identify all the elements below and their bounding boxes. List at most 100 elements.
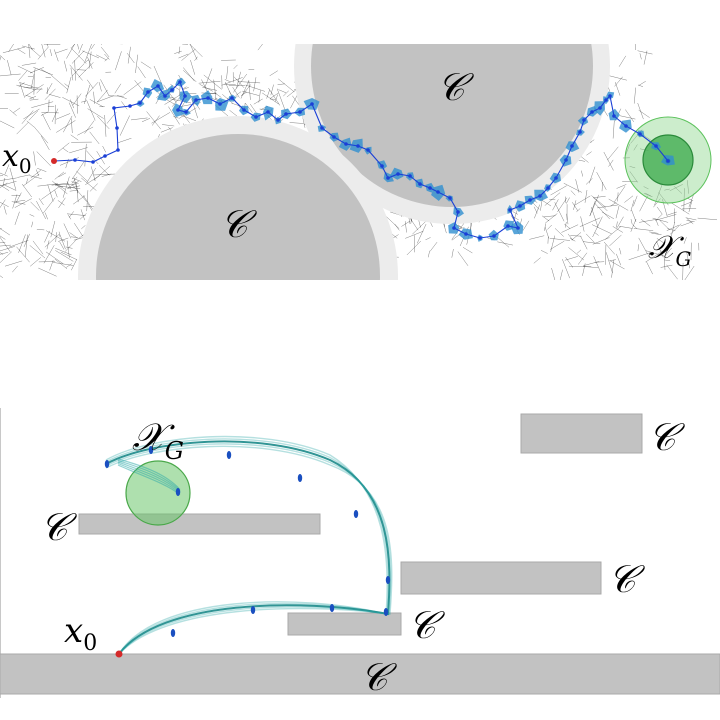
tree-edge: [48, 34, 53, 37]
path-node: [178, 80, 182, 84]
tree-edge: [16, 246, 30, 263]
path-node: [218, 102, 222, 106]
tree-edge: [0, 235, 6, 240]
tree-edge: [457, 224, 463, 229]
tree-edge: [101, 46, 110, 58]
path-node: [456, 210, 460, 214]
tree-edge: [140, 61, 152, 69]
start-point: [51, 158, 57, 164]
path-node: [184, 110, 188, 114]
tree-edge: [54, 258, 68, 269]
tree-edge: [37, 183, 58, 187]
path-node: [428, 186, 432, 190]
tree-edge: [633, 87, 636, 104]
tree-edge: [89, 183, 98, 192]
tree-edge: [0, 120, 15, 129]
tree-edge: [586, 151, 592, 156]
trajectory-marker: [353, 510, 359, 518]
path-node: [163, 94, 167, 98]
tree-edge: [576, 249, 582, 254]
tree-edge: [581, 170, 584, 177]
tree-edge: [58, 8, 64, 23]
tree-edge: [49, 49, 53, 57]
tree-edge: [566, 213, 569, 225]
tree-edge: [114, 83, 122, 94]
tree-edge: [276, 88, 286, 110]
tree-edge: [645, 192, 653, 198]
tree-edge: [165, 14, 178, 24]
tree-edge: [119, 115, 130, 136]
path-node: [380, 164, 384, 168]
tree-edge: [102, 145, 107, 153]
tree-edge: [73, 222, 84, 237]
tree-edge: [29, 175, 42, 179]
tree-edge: [266, 89, 270, 99]
tree-edge: [591, 195, 607, 208]
tree-edge: [181, 48, 196, 61]
tree-edge: [588, 166, 596, 184]
tree-edge: [18, 234, 26, 253]
tree-edge: [178, 53, 189, 59]
tree-edge: [59, 234, 66, 250]
tree-edge: [33, 66, 54, 76]
tree-edge: [50, 75, 69, 90]
tree-edge: [24, 234, 28, 258]
tree-edge: [618, 55, 627, 67]
tree-edge: [29, 245, 46, 259]
tree-edge: [14, 211, 20, 225]
tree-edge: [669, 184, 683, 192]
tree-edge: [36, 229, 45, 231]
tree-edge: [566, 197, 570, 204]
tree-edge: [633, 144, 638, 151]
tree-edge: [224, 79, 231, 83]
tree-edge: [88, 51, 92, 69]
tree-edge: [44, 88, 56, 100]
tree-edge: [638, 84, 644, 88]
start-subscript: 0: [19, 154, 32, 178]
tree-edge: [697, 217, 718, 221]
tree-edge: [83, 84, 91, 105]
tree-edge: [385, 216, 400, 229]
tree-edge: [43, 197, 56, 214]
tree-edge: [104, 53, 110, 60]
tree-edge: [172, 29, 193, 39]
tree-edge: [673, 185, 683, 194]
tree-edge: [26, 178, 29, 184]
path-node: [356, 144, 360, 148]
tree-edge: [667, 211, 677, 216]
path-node: [276, 118, 280, 122]
tree-edge: [630, 219, 633, 225]
tree-edge: [0, 252, 4, 255]
path-node: [518, 204, 522, 208]
tree-edge: [664, 188, 670, 191]
top-panel: 𝒞 𝒞 x0 𝒳G: [0, 8, 718, 280]
tree-edge: [42, 113, 51, 131]
tree-edge: [71, 44, 76, 49]
path-node: [578, 130, 582, 134]
tree-edge: [0, 246, 15, 252]
tree-edge: [63, 60, 68, 72]
tree-edge: [597, 204, 618, 209]
path-node: [115, 126, 119, 130]
tree-edge: [30, 201, 40, 211]
tree-edge: [70, 236, 79, 238]
tree-edge: [135, 54, 139, 74]
tree-edge: [651, 232, 662, 236]
trajectory-sample: [105, 445, 393, 655]
tree-edge: [633, 228, 654, 231]
tree-edge: [161, 124, 175, 127]
path-node: [242, 108, 246, 112]
tree-edge: [54, 171, 65, 180]
obstacle-lower: [96, 134, 380, 280]
path-node: [116, 148, 120, 152]
tree-edge: [593, 195, 606, 199]
tree-edge: [270, 84, 274, 96]
tree-edge: [608, 159, 614, 167]
trajectory-marker: [170, 629, 176, 637]
tree-edge: [137, 66, 146, 79]
tree-edge: [229, 26, 231, 40]
tree-edge: [194, 56, 198, 61]
tree-edge: [585, 178, 593, 185]
tree-edge: [31, 101, 54, 108]
path-node: [516, 226, 520, 230]
